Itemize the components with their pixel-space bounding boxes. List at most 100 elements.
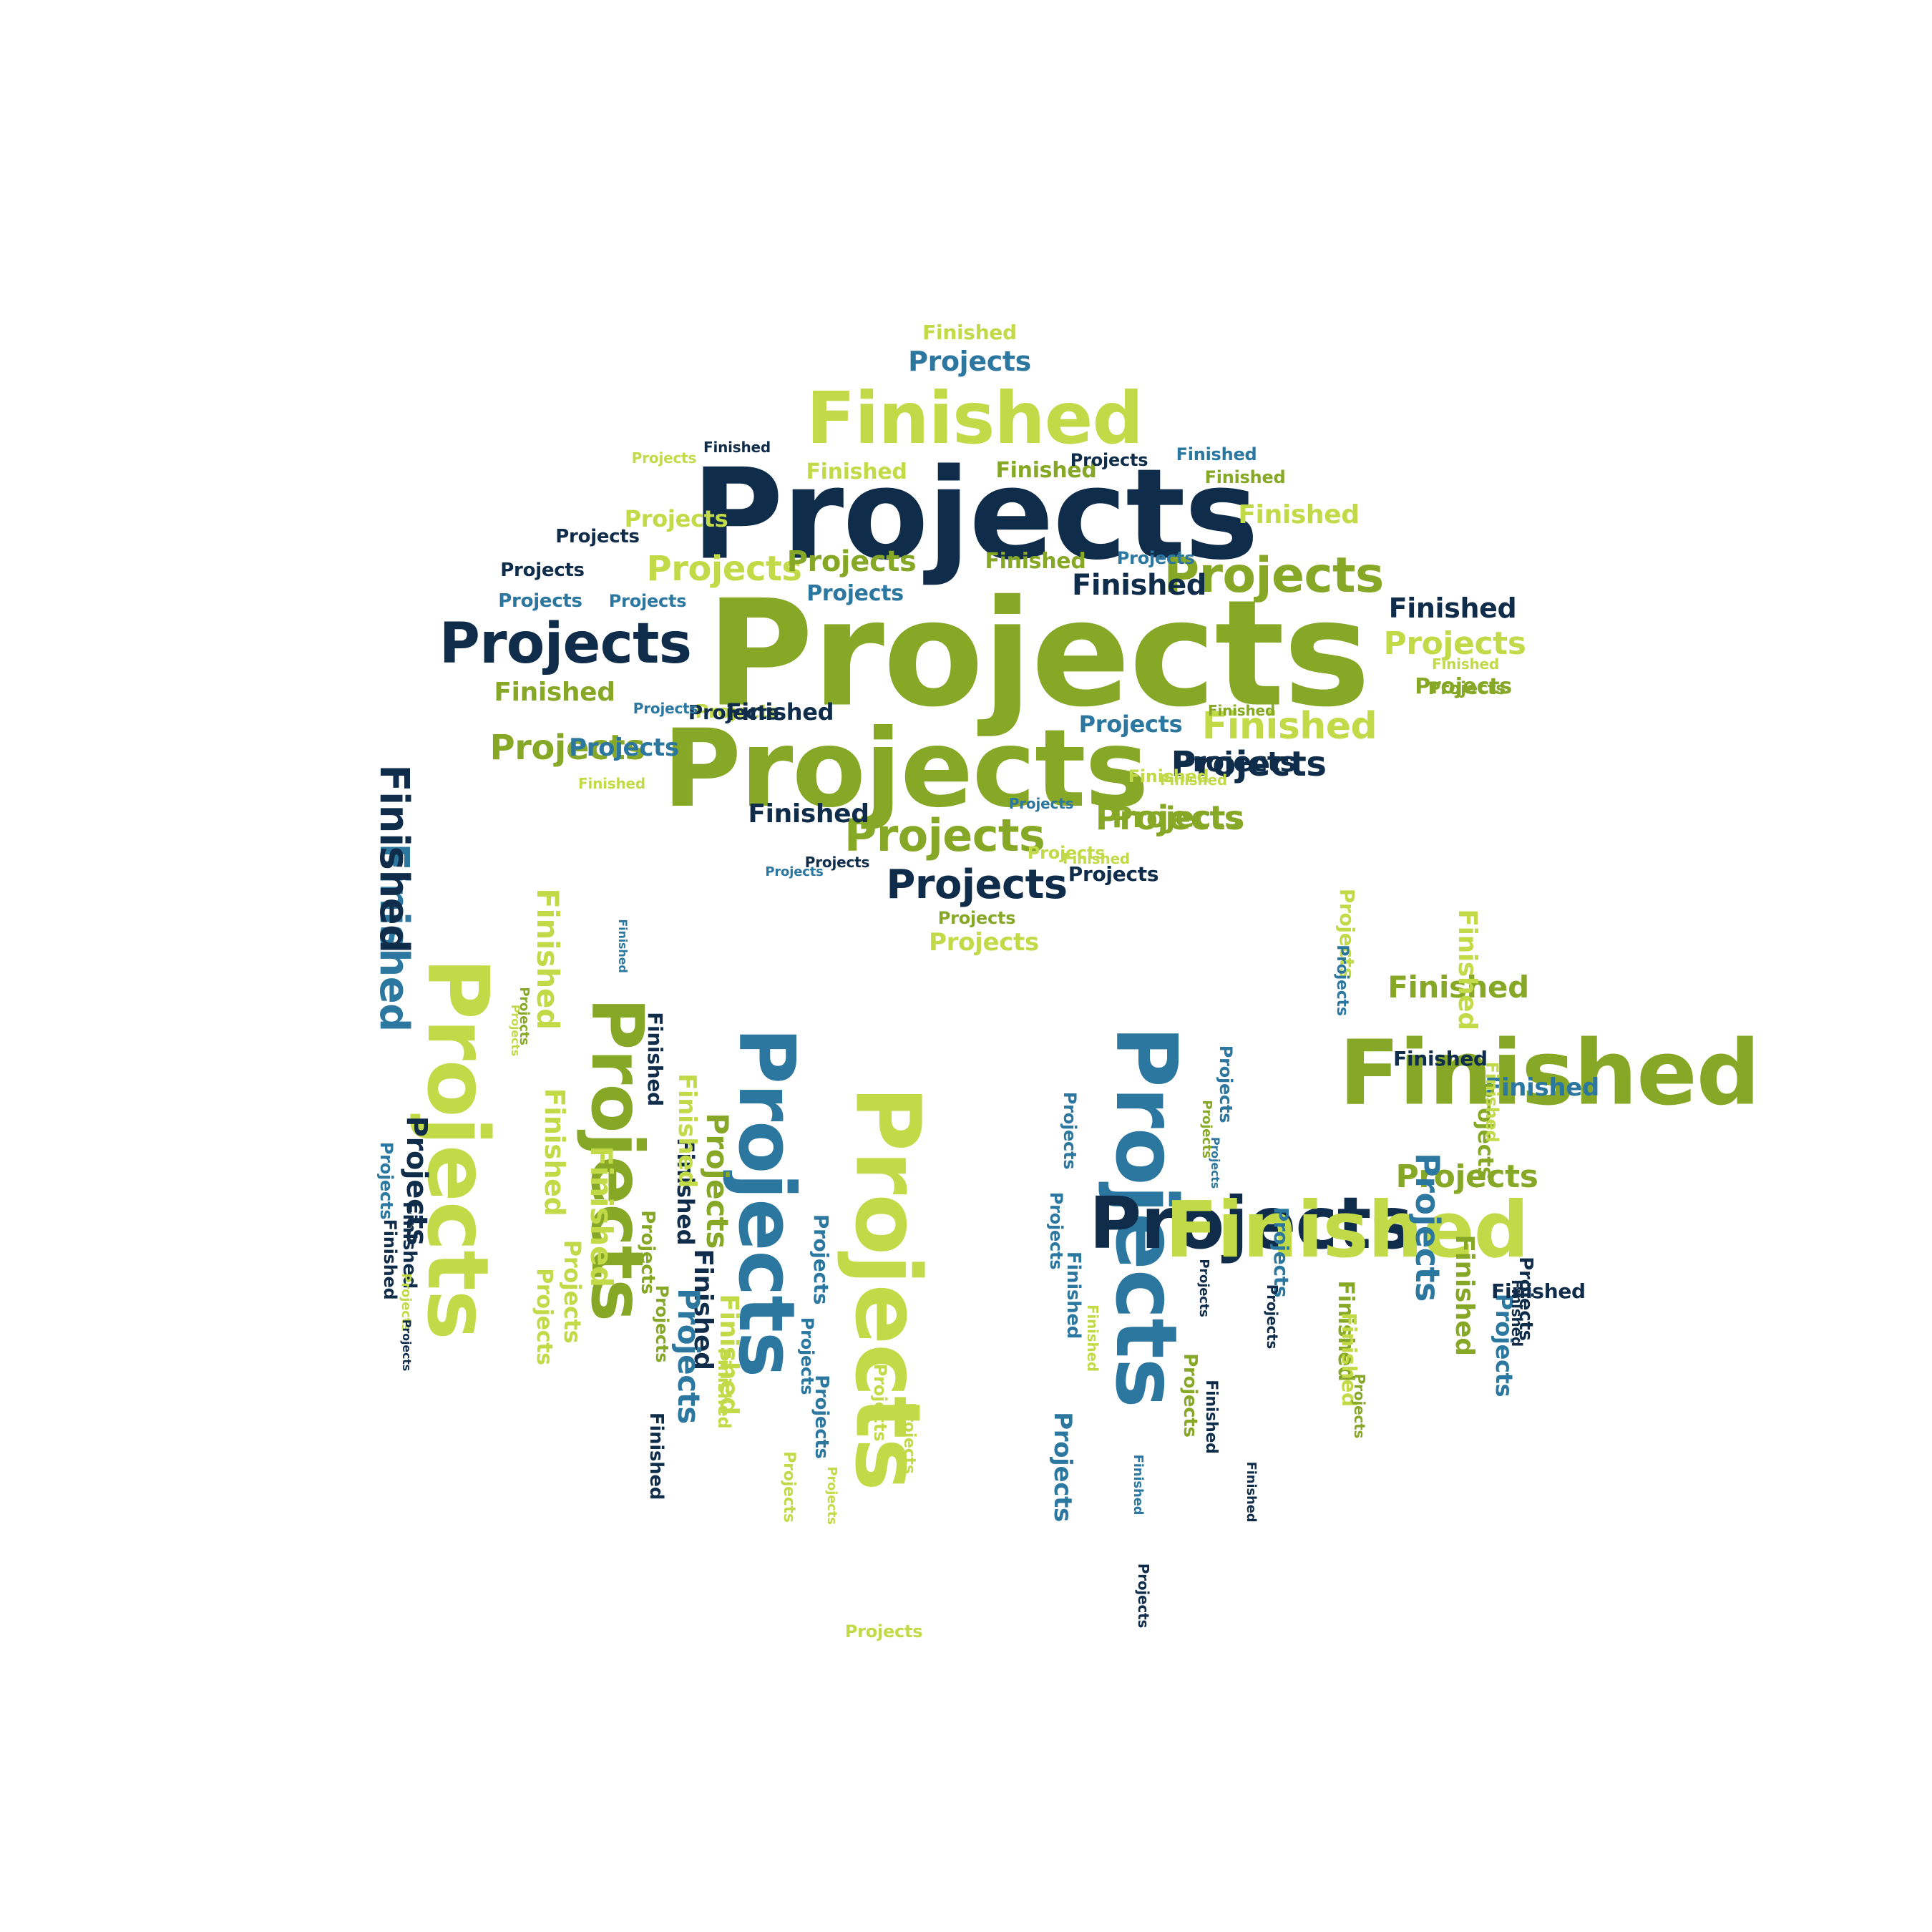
cloud-word: Projects — [1428, 678, 1506, 698]
cloud-word: Finished — [703, 439, 771, 456]
cloud-word: Finished — [748, 799, 869, 829]
cloud-word: Projects — [532, 1268, 557, 1365]
cloud-word: Projects — [1060, 1091, 1080, 1170]
cloud-word: Projects — [929, 928, 1039, 957]
cloud-word: Projects — [489, 728, 645, 768]
cloud-word: Projects — [400, 1319, 414, 1372]
cloud-word: Projects — [700, 1113, 735, 1249]
cloud-word: Projects — [439, 612, 692, 676]
cloud-word: Projects — [908, 346, 1031, 377]
cloud-word: Finished — [985, 549, 1086, 574]
cloud-word: Projects — [569, 733, 679, 762]
cloud-word: Finished — [530, 888, 565, 1030]
cloud-word: Projects — [555, 526, 640, 547]
cloud-word: Projects — [695, 701, 779, 723]
cloud-word: Projects — [1264, 1284, 1281, 1350]
cloud-word: Finished — [1165, 1186, 1529, 1275]
cloud-word: Projects — [646, 549, 802, 589]
cloud-word: Finished — [1201, 705, 1377, 748]
cloud-word: Finished — [1202, 1380, 1220, 1454]
cloud-word: Projects — [688, 701, 779, 724]
cloud-word: Finished — [726, 698, 834, 726]
cloud-word: Finished — [1388, 592, 1517, 624]
cloud-word: Finished — [1062, 850, 1131, 867]
cloud-word: Projects — [559, 1239, 586, 1344]
cloud-word: Projects — [806, 581, 904, 606]
cloud-word: Finished — [1393, 1047, 1488, 1070]
cloud-word: Projects — [631, 449, 697, 467]
cloud-word: Projects — [1163, 547, 1384, 604]
cloud-word: Projects — [844, 1621, 923, 1641]
cloud-word: Finished — [1159, 771, 1228, 789]
cloud-word: Projects — [1216, 1045, 1236, 1123]
cloud-word: Projects — [1333, 945, 1351, 1016]
cloud-word: Finished — [922, 321, 1017, 344]
cloud-word: Projects — [1116, 548, 1195, 568]
cloud-word: Projects — [500, 560, 585, 581]
cloud-word: Projects — [811, 1375, 832, 1459]
cloud-word: Finished — [806, 376, 1143, 460]
cloud-word: Finished — [1244, 1461, 1259, 1523]
cloud-word: Finished — [539, 1088, 570, 1216]
cloud-word: Finished — [1071, 569, 1207, 602]
cloud-word: Projects — [608, 591, 687, 611]
cloud-word: Finished — [1431, 655, 1500, 673]
cloud-word: Projects — [662, 707, 1149, 831]
cloud-word: Projects — [1096, 799, 1244, 837]
cloud-word: Projects — [1078, 711, 1183, 738]
cloud-word: Projects — [1008, 795, 1074, 812]
cloud-word: Finished — [1238, 500, 1360, 530]
cloud-word: Finished — [577, 775, 646, 792]
cloud-word: Finished — [1176, 444, 1257, 464]
cloud-word: Projects — [1395, 1158, 1538, 1195]
cloud-word: Finished — [1482, 1061, 1502, 1143]
cloud-word: Finished — [1131, 1454, 1146, 1516]
cloud-word: Projects — [780, 1451, 798, 1523]
cloud-word: Finished — [616, 919, 630, 973]
cloud-word: Projects — [824, 1466, 839, 1525]
cloud-word: Projects — [844, 809, 1045, 862]
cloud-word: Finished — [1387, 970, 1529, 1005]
cloud-word: Projects — [1173, 746, 1296, 778]
cloud-word: Projects — [1351, 1373, 1368, 1439]
cloud-word: Projects — [886, 862, 1068, 908]
cloud-word: Projects — [1027, 843, 1106, 863]
cloud-word: Projects — [804, 854, 870, 871]
cloud-word: Finished — [714, 1294, 743, 1415]
cloud-word: Projects — [624, 505, 728, 532]
cloud-word: Finished — [494, 678, 615, 707]
cloud-word: Projects — [1408, 1153, 1447, 1302]
cloud-word: Finished — [584, 1146, 619, 1287]
cloud-word: Projects — [1070, 450, 1148, 470]
cloud-word: Projects — [633, 700, 698, 717]
cloud-word: Projects — [671, 1288, 706, 1424]
cloud-word: Projects — [900, 1402, 918, 1474]
cloud-word: Finished — [1128, 766, 1209, 786]
cloud-word: Projects — [691, 442, 1259, 588]
cloud-word: Projects — [1415, 674, 1512, 699]
cloud-word: Finished — [645, 1412, 667, 1501]
cloud-word: Finished — [1063, 1251, 1084, 1340]
cloud-word: Finished — [380, 1219, 400, 1300]
cloud-word: Finished — [806, 459, 907, 484]
cloud-word: Projects — [786, 545, 917, 578]
cloud-word: Projects — [1048, 1412, 1077, 1522]
cloud-word: Projects — [870, 1363, 890, 1442]
cloud-word: Projects — [376, 1141, 396, 1220]
cloud-word: Projects — [937, 908, 1016, 928]
cloud-word: Finished — [1204, 467, 1286, 487]
cloud-word: Finished — [1339, 1021, 1760, 1126]
cloud-word: Finished — [1084, 1304, 1101, 1372]
cloud-word: Finished — [1207, 702, 1276, 719]
cloud-word: Projects — [498, 590, 582, 612]
cloud-word: Finished — [1491, 1279, 1586, 1303]
cloud-word: Projects — [1171, 744, 1327, 784]
cloud-word: Projects — [400, 1116, 433, 1246]
cloud-word: Projects — [509, 1004, 522, 1057]
cloud-word: Projects — [809, 1214, 833, 1305]
cloud-word: Finished — [995, 458, 1097, 483]
cloud-word: Projects — [1196, 1259, 1211, 1317]
cloud-word: Projects — [1111, 801, 1241, 834]
cloud-word: Projects — [1135, 1563, 1152, 1629]
